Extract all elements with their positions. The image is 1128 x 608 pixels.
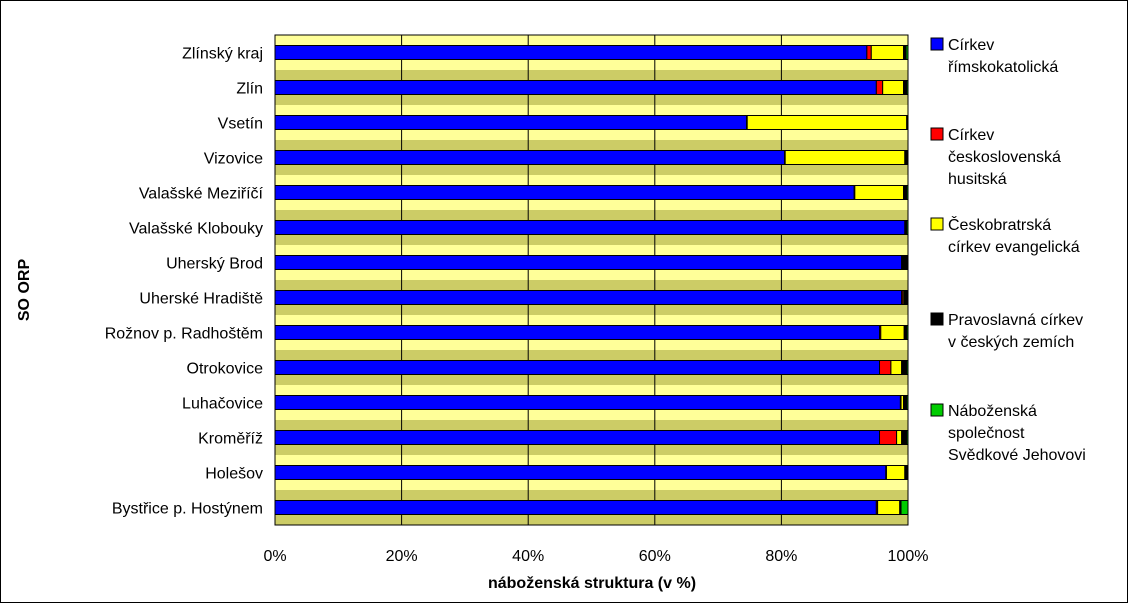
- category-label: Bystřice p. Hostýnem: [112, 501, 263, 518]
- bar-segment: [274, 325, 881, 340]
- x-axis-label: náboženská struktura (v %): [488, 575, 696, 592]
- bar-segment: [274, 220, 906, 235]
- bar-segment: [896, 430, 903, 445]
- x-tick-labels: 0% 20% 40% 60% 80% 100%: [263, 548, 928, 565]
- bar-segment: [274, 115, 748, 130]
- x-tick-label: 100%: [888, 548, 929, 565]
- category-label: Holešov: [205, 466, 263, 483]
- category-label: Vizovice: [204, 151, 263, 168]
- bar-segment: [866, 45, 872, 60]
- bar-segment: [274, 465, 887, 480]
- legend-swatch: [930, 217, 944, 231]
- legend-swatch: [930, 37, 944, 51]
- x-tick-label: 80%: [765, 548, 797, 565]
- category-label: Luhačovice: [182, 396, 263, 413]
- bar-segment: [746, 115, 908, 130]
- legend-entry-line: společnost: [948, 425, 1025, 442]
- bar-segment: [902, 255, 908, 270]
- category-label: Uherský Brod: [166, 256, 263, 273]
- legend-entry: Českobratrská církev evangelická: [948, 215, 1080, 256]
- category-label: Valašské Klobouky: [129, 221, 263, 238]
- bar-segment: [870, 45, 905, 60]
- bar-segment: [274, 395, 901, 410]
- legend-entry: Církev římskokatolická: [948, 37, 1058, 76]
- x-tick-label: 40%: [512, 548, 544, 565]
- legend-entry-line: československá: [948, 149, 1061, 166]
- bar-segment: [885, 465, 906, 480]
- x-tick-label: 0%: [263, 548, 286, 565]
- plot-frame: [274, 34, 909, 526]
- bar-segment: [901, 430, 908, 445]
- legend-entry-line: Svědkové Jehovovi: [948, 447, 1086, 464]
- bar-segment: [274, 185, 855, 200]
- legend-swatch: [930, 403, 944, 417]
- bar-segment: [901, 360, 908, 375]
- bar-segment: [274, 290, 903, 305]
- legend-entry-line: církev evangelická: [948, 239, 1080, 256]
- bar-segment: [882, 80, 905, 95]
- bar-segment: [890, 360, 903, 375]
- plot-bands: [275, 35, 908, 525]
- bars: [274, 45, 909, 515]
- category-label: Otrokovice: [187, 361, 264, 378]
- category-label: Vsetín: [218, 116, 263, 133]
- legend-entry-line: římskokatolická: [948, 59, 1058, 76]
- legend-entry-line: Církev: [948, 37, 994, 54]
- bar-segment: [875, 80, 884, 95]
- bar-segment: [854, 185, 905, 200]
- bar-segment: [274, 255, 903, 270]
- category-label: Uherské Hradiště: [139, 291, 263, 308]
- legend-swatch: [930, 127, 944, 141]
- legend: Církev římskokatolická Církev československ…: [930, 37, 1086, 464]
- bar-segment: [274, 430, 881, 445]
- bar-segment: [274, 150, 786, 165]
- bar-segment: [274, 360, 881, 375]
- bar-segment: [784, 150, 906, 165]
- legend-entry-line: Náboženská: [948, 403, 1037, 420]
- category-label: Zlínský kraj: [182, 46, 263, 63]
- y-axis-label: SO ORP: [16, 259, 33, 322]
- legend-entry: Pravoslavná církev v českých zemích: [948, 312, 1083, 351]
- category-label: Valašské Meziříčí: [139, 186, 264, 203]
- bar-segment: [879, 360, 892, 375]
- bar-segment: [274, 45, 868, 60]
- bar-segment: [274, 500, 877, 515]
- category-label: Kroměříž: [198, 431, 263, 448]
- bar-segment: [877, 500, 901, 515]
- legend-entry-line: Českobratrská: [948, 215, 1051, 234]
- bar-segment: [880, 325, 905, 340]
- legend-swatch: [930, 312, 944, 326]
- category-label: Rožnov p. Radhoštěm: [105, 326, 263, 343]
- legend-entry-line: Pravoslavná církev: [948, 312, 1083, 329]
- legend-entry-line: husitská: [948, 171, 1007, 188]
- legend-entry-line: v českých zemích: [948, 334, 1074, 351]
- bar-segment: [900, 500, 909, 515]
- bar-segment: [879, 430, 898, 445]
- legend-entry-line: Církev: [948, 127, 994, 144]
- category-label: Zlín: [236, 81, 263, 98]
- x-tick-label: 20%: [386, 548, 418, 565]
- legend-entry: Církev československá husitská: [948, 127, 1061, 188]
- legend-entry: Náboženská společnost Svědkové Jehovovi: [948, 403, 1086, 464]
- category-labels: Zlínský kraj Zlín Vsetín Vizovice Valašské M…: [105, 46, 264, 518]
- bar-segment: [274, 80, 877, 95]
- x-tick-label: 60%: [639, 548, 671, 565]
